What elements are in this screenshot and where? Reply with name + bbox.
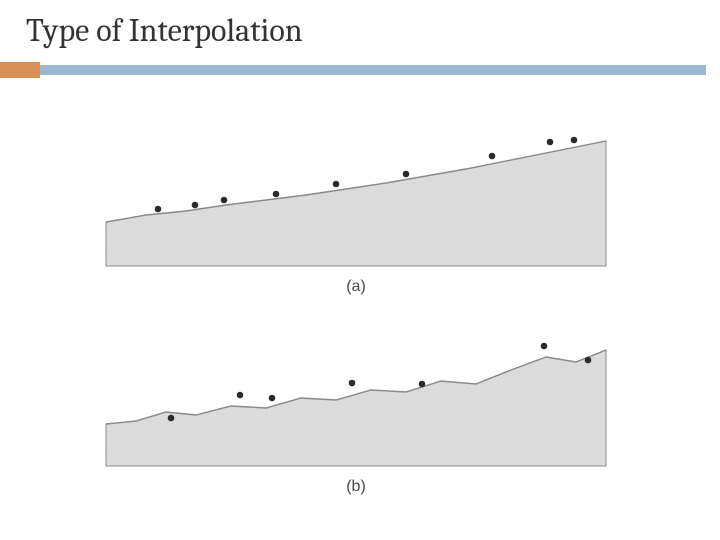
- data-point-a-7: [547, 139, 554, 146]
- panel-caption-a: (a): [96, 278, 616, 296]
- title-rule: [0, 62, 720, 78]
- interp-panel-a: (a): [96, 104, 616, 296]
- data-point-b-6: [585, 357, 592, 364]
- interp-svg-a: [96, 104, 616, 274]
- rule-main: [40, 65, 706, 75]
- data-point-b-5: [541, 343, 548, 350]
- data-point-a-8: [571, 137, 578, 144]
- data-point-b-0: [168, 415, 175, 422]
- data-point-b-2: [269, 395, 276, 402]
- data-point-b-4: [419, 381, 426, 388]
- data-point-b-1: [237, 392, 244, 399]
- data-point-a-0: [155, 206, 162, 213]
- rule-accent: [0, 62, 40, 78]
- interp-svg-b: [96, 304, 616, 474]
- data-point-a-5: [403, 171, 410, 178]
- data-point-a-6: [489, 153, 496, 160]
- data-point-a-4: [333, 181, 340, 188]
- interp-panel-b: (b): [96, 304, 616, 496]
- figure-area: (a) (b): [96, 104, 616, 514]
- slide-title: Type of Interpolation: [26, 12, 303, 49]
- data-point-b-3: [349, 380, 356, 387]
- data-point-a-3: [273, 191, 280, 198]
- data-point-a-1: [192, 202, 199, 209]
- panel-caption-b: (b): [96, 478, 616, 496]
- data-point-a-2: [221, 197, 228, 204]
